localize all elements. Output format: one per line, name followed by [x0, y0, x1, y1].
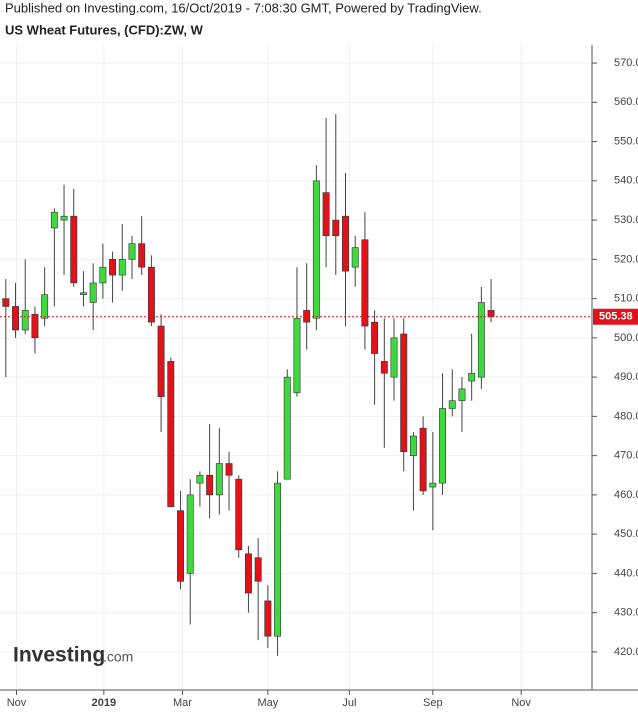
y-tick-label: 470.00 [614, 450, 638, 462]
x-tick-label: Jul [342, 697, 356, 709]
last-price-label: 505.38 [599, 311, 633, 323]
candle-body [244, 553, 252, 594]
candle-body [147, 266, 155, 323]
candle-body [380, 361, 388, 374]
candle-body [235, 478, 243, 551]
candle-body [138, 243, 146, 268]
candle-body [409, 435, 417, 456]
candle-body [293, 317, 301, 394]
candle-body [274, 482, 282, 637]
candle-body [448, 400, 456, 409]
candle-body [283, 376, 291, 480]
y-tick-label: 490.00 [614, 371, 638, 383]
candle-body [477, 302, 485, 378]
candle-body [429, 482, 437, 488]
y-tick-label: 450.00 [614, 528, 638, 540]
candle-body [31, 314, 39, 339]
candle-body [109, 259, 117, 276]
y-tick-label: 420.00 [614, 646, 638, 658]
watermark: .com [103, 649, 133, 665]
header: Published on Investing.com, 16/Oct/2019 … [5, 0, 482, 15]
candle-body [21, 310, 29, 331]
candle-body [468, 372, 476, 382]
x-tick-label: Mar [173, 697, 192, 709]
candle-body [419, 427, 427, 492]
candle-body [99, 266, 107, 284]
candle-body [196, 474, 204, 484]
candle-body [2, 298, 10, 307]
candle-body [12, 306, 19, 331]
candle-body [458, 388, 466, 401]
x-tick-label: Nov [7, 697, 27, 709]
x-tick-label: Sep [423, 697, 443, 709]
candle-body [118, 259, 126, 276]
y-tick-label: 520.00 [614, 253, 638, 265]
candle-body [215, 463, 223, 496]
candle-body [371, 321, 379, 354]
candle-body [322, 192, 330, 237]
candle-body [50, 211, 58, 229]
candle-body [254, 557, 262, 582]
y-tick-label: 460.00 [614, 489, 638, 501]
x-tick-label: Nov [511, 697, 531, 709]
candle-body [167, 361, 175, 507]
last-price-box [593, 308, 638, 325]
candle-body [400, 333, 408, 453]
y-tick-label: 530.00 [614, 214, 638, 226]
y-tick-label: 540.00 [614, 175, 638, 187]
y-tick-label: 500.00 [614, 332, 638, 344]
candle-body [264, 600, 272, 637]
x-tick-label: May [257, 697, 278, 709]
chart-title: US Wheat Futures, (CFD):ZW, W [5, 22, 204, 37]
y-tick-label: 430.00 [614, 607, 638, 619]
candle-body [332, 219, 340, 237]
candle-body [342, 215, 349, 272]
x-tick-label: 2019 [92, 697, 116, 709]
candle-body [89, 282, 97, 303]
candle-body [206, 474, 214, 496]
watermark: Investing [13, 644, 105, 667]
y-tick-label: 440.00 [614, 567, 638, 579]
candle-body [177, 510, 184, 582]
candle-body [60, 215, 68, 221]
y-tick-label: 480.00 [614, 410, 638, 422]
candle-body [186, 494, 194, 574]
y-tick-label: 560.00 [614, 96, 638, 108]
candle-body [351, 247, 359, 268]
y-tick-label: 510.00 [614, 293, 638, 305]
candle-body [80, 292, 87, 295]
candle-body [439, 408, 446, 484]
candle-body [390, 337, 398, 378]
candle-body [157, 325, 165, 398]
candle-body [70, 215, 78, 284]
candle-body [312, 180, 320, 319]
candle-body [361, 239, 369, 327]
candle-body [487, 310, 495, 318]
candle-body [225, 463, 233, 476]
y-tick-label: 550.00 [614, 135, 638, 147]
candle-body [128, 243, 136, 260]
candle-body [41, 294, 49, 319]
y-tick-label: 570.00 [614, 57, 638, 69]
